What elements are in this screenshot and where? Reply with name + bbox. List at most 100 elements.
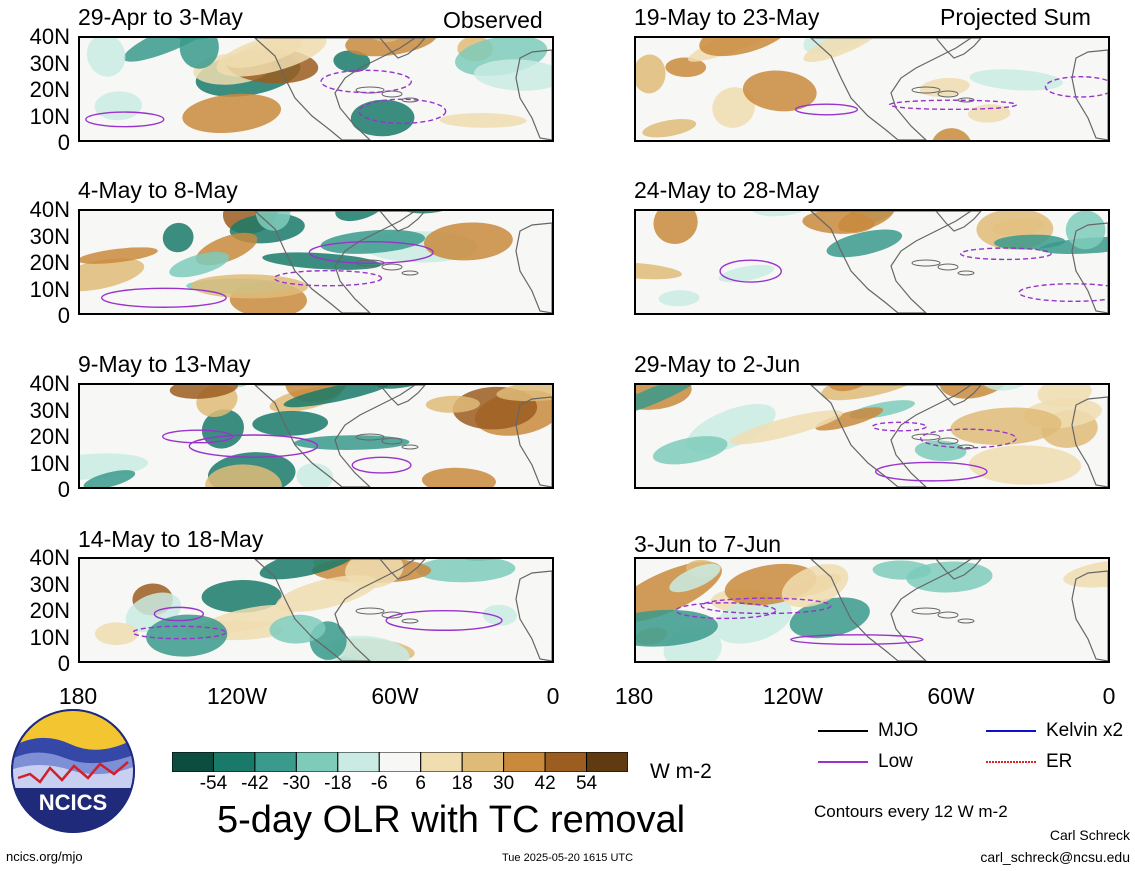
- olr-anomaly: [950, 407, 1062, 445]
- lat-label: 40N: [29, 545, 70, 570]
- colorbar-swatch: [171, 751, 214, 773]
- coastline: [810, 559, 973, 661]
- low-contour: [888, 99, 1018, 111]
- olr-anomaly: [1063, 559, 1108, 588]
- map-panel-observed-4: [78, 557, 554, 663]
- panel-title: 29-Apr to 3-May: [78, 4, 243, 30]
- coastline: [810, 211, 973, 313]
- olr-anomaly: [276, 575, 378, 612]
- lat-label: 10N: [29, 276, 70, 302]
- coastline: [379, 559, 426, 580]
- map-panel-observed-1: [78, 36, 554, 142]
- colorbar-label: 6: [415, 773, 426, 794]
- island: [911, 607, 941, 615]
- colorbar-label: 54: [575, 773, 598, 794]
- olr-anomaly: [826, 229, 903, 258]
- coastline: [379, 385, 426, 406]
- island: [937, 263, 959, 271]
- island: [937, 437, 959, 445]
- lon-label: 180: [58, 683, 98, 709]
- olr-map: [636, 211, 1108, 313]
- low-contour: [790, 634, 924, 646]
- low-contour: [320, 69, 413, 94]
- coastline: [254, 38, 417, 140]
- coastline: [935, 385, 982, 406]
- low-contour: [85, 111, 165, 128]
- lon-label: 0: [546, 683, 560, 709]
- logo-text: NCICS: [39, 790, 107, 815]
- olr-anomaly: [969, 69, 1063, 91]
- olr-anomaly: [781, 563, 849, 608]
- footer-url: ncics.org/mjo: [6, 849, 83, 864]
- olr-anomaly: [967, 104, 1011, 123]
- olr-anomaly: [730, 410, 843, 445]
- island: [957, 270, 975, 276]
- legend-label-kelvin: Kelvin x2: [1046, 720, 1124, 741]
- coastline: [515, 49, 552, 140]
- olr-anomaly: [803, 38, 882, 63]
- olr-anomaly: [296, 463, 334, 487]
- olr-anomaly: [201, 409, 244, 449]
- coastline: [935, 211, 982, 232]
- low-contour: [273, 269, 383, 287]
- author-name: Carl Schreck: [1049, 827, 1130, 843]
- lat-label: 30N: [29, 571, 70, 597]
- colorbar-label: 18: [451, 773, 473, 794]
- low-contour: [794, 103, 859, 116]
- olr-anomaly: [815, 407, 884, 431]
- island: [957, 618, 975, 624]
- olr-map: [636, 559, 1108, 661]
- olr-anomaly: [345, 559, 404, 589]
- lat-label: 30N: [29, 223, 70, 249]
- olr-anomaly: [205, 464, 283, 487]
- panel-title: 4-May to 8-May: [78, 177, 238, 203]
- lon-label: 0: [1102, 683, 1116, 709]
- olr-anomaly: [653, 211, 698, 244]
- olr-map: [80, 211, 552, 313]
- olr-anomaly: [473, 59, 552, 91]
- lat-label: 0: [57, 130, 70, 155]
- panel-title: 29-May to 2-Jun: [634, 351, 801, 377]
- lon-label: 120W: [206, 683, 268, 709]
- map-panel-projected-4: [634, 557, 1110, 663]
- low-contour: [871, 421, 927, 432]
- olr-anomaly: [636, 609, 718, 647]
- island: [381, 611, 403, 619]
- olr-anomaly: [423, 222, 513, 261]
- coastline: [935, 38, 982, 59]
- panel-title: 14-May to 18-May: [78, 526, 264, 552]
- olr-anomaly: [742, 70, 817, 112]
- lat-label: 0: [57, 651, 70, 676]
- island: [401, 270, 419, 276]
- island: [937, 90, 959, 98]
- lat-label: 20N: [29, 424, 70, 449]
- colorbar-label: -30: [282, 773, 311, 794]
- map-panel-observed-3: [78, 383, 554, 489]
- coastline: [810, 385, 973, 487]
- colorbar-label: 30: [493, 773, 515, 794]
- olr-anomaly: [201, 580, 282, 613]
- author-email: carl_schreck@ncsu.edu: [980, 849, 1130, 865]
- olr-anomaly: [259, 559, 358, 580]
- colorbar-swatch: [337, 751, 380, 773]
- coastline: [515, 396, 552, 487]
- colorbar-label: -18: [324, 773, 352, 794]
- colorbar-label: -42: [241, 773, 269, 794]
- olr-anomaly: [699, 38, 792, 57]
- coastline: [810, 38, 973, 140]
- colorbar-swatch: [254, 751, 297, 773]
- low-contour: [920, 428, 1017, 449]
- coastline: [1071, 222, 1108, 313]
- low-contour: [874, 461, 988, 482]
- colorbar-swatch: [586, 751, 629, 773]
- olr-anomaly: [1065, 211, 1106, 250]
- contour-legend: MJO Kelvin x2 Low ER: [818, 720, 1128, 782]
- olr-anomaly: [83, 470, 136, 487]
- olr-anomaly: [421, 467, 496, 487]
- island: [911, 86, 941, 94]
- coastline: [254, 211, 417, 313]
- olr-anomaly: [350, 99, 415, 137]
- olr-anomaly: [255, 211, 291, 231]
- map-panel-projected-2: [634, 209, 1110, 315]
- olr-anomaly: [416, 559, 516, 583]
